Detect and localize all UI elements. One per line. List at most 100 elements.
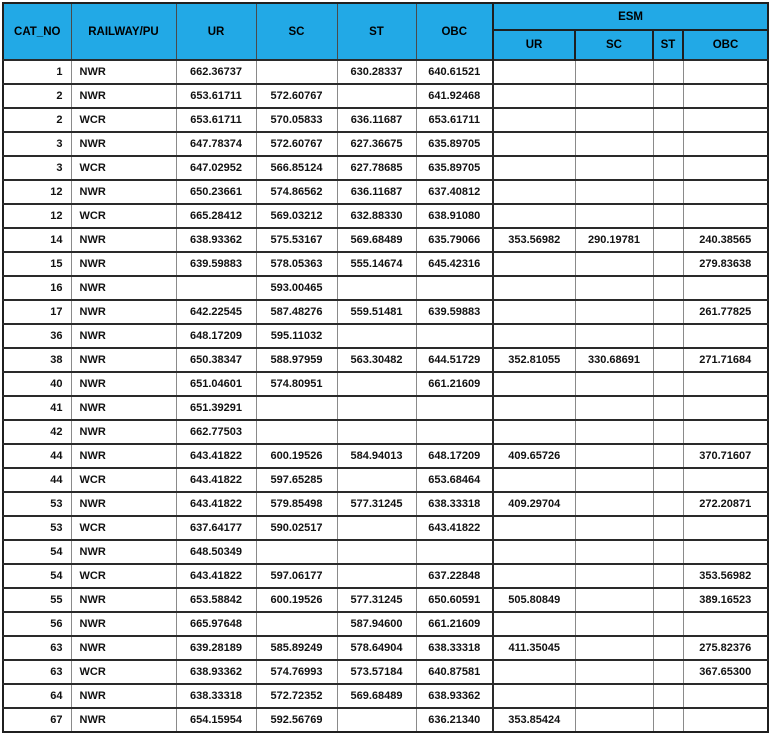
cell-st: 636.11687 (336, 179, 416, 204)
cell-railway-pu: NWR (70, 587, 176, 612)
cell-st: 636.11687 (336, 107, 416, 132)
cell-st (336, 371, 416, 396)
cell-cat-no: 38 (3, 347, 71, 372)
cell-esm-sc (574, 515, 653, 540)
cell-esm-st (652, 131, 683, 156)
table-row: 44 NWR 643.41822 600.19526 584.94013 648.1720… (3, 443, 769, 468)
cell-railway-pu: NWR (70, 707, 176, 732)
cell-esm-st (652, 491, 683, 516)
cell-esm-obc (682, 323, 769, 348)
cell-ur: 638.33318 (175, 683, 256, 708)
header-obc: OBC (415, 3, 493, 60)
table-header: CAT_NO RAILWAY/PU UR SC ST OBC ESM UR SC… (2, 3, 769, 60)
cell-ur: 638.93362 (175, 227, 256, 252)
cell-esm-obc (682, 59, 769, 84)
cell-esm-ur (492, 131, 575, 156)
cell-railway-pu: NWR (70, 347, 176, 372)
cell-st: 584.94013 (336, 443, 416, 468)
cell-st: 627.36675 (336, 131, 416, 156)
cell-esm-ur: 353.56982 (492, 227, 575, 252)
cell-ur: 653.61711 (175, 107, 256, 132)
cell-esm-obc: 240.38565 (682, 227, 769, 252)
cell-sc: 600.19526 (255, 587, 337, 612)
cell-railway-pu: NWR (70, 419, 176, 444)
cell-esm-st (652, 587, 683, 612)
cell-obc: 639.59883 (415, 299, 493, 324)
cell-st (336, 275, 416, 300)
header-esm-ur: UR (492, 30, 575, 60)
cell-esm-st (652, 59, 683, 84)
cell-cat-no: 12 (3, 203, 71, 228)
cell-esm-ur (492, 659, 575, 684)
cell-st (336, 539, 416, 564)
cell-st (336, 323, 416, 348)
cell-esm-obc (682, 515, 769, 540)
cell-railway-pu: NWR (70, 443, 176, 468)
cell-esm-sc (574, 275, 653, 300)
table-row: 1 NWR 662.36737 630.28337 640.61521 (3, 59, 769, 84)
cell-obc: 638.91080 (415, 203, 493, 228)
cell-esm-obc: 367.65300 (682, 659, 769, 684)
table-row: 67 NWR 654.15954 592.56769 636.21340 353.8542… (3, 707, 769, 732)
cell-st: 573.57184 (336, 659, 416, 684)
cell-railway-pu: NWR (70, 611, 176, 636)
cell-esm-ur (492, 59, 575, 84)
cell-obc: 645.42316 (415, 251, 493, 276)
cell-esm-obc: 279.83638 (682, 251, 769, 276)
cell-esm-st (652, 539, 683, 564)
cell-ur: 643.41822 (175, 467, 256, 492)
cell-esm-st (652, 635, 683, 660)
cell-sc: 579.85498 (255, 491, 337, 516)
cell-railway-pu: NWR (70, 83, 176, 108)
header-esm-obc: OBC (681, 30, 769, 60)
cell-ur: 648.17209 (175, 323, 256, 348)
header-st: ST (336, 3, 416, 60)
cell-cat-no: 3 (3, 155, 71, 180)
cell-esm-sc (574, 155, 653, 180)
cell-sc (255, 419, 337, 444)
cell-cat-no: 17 (3, 299, 71, 324)
cell-st: 569.68489 (336, 227, 416, 252)
cell-esm-st (652, 371, 683, 396)
cell-obc (415, 323, 493, 348)
cell-obc: 648.17209 (415, 443, 493, 468)
cell-esm-obc (682, 611, 769, 636)
cell-railway-pu: NWR (70, 251, 176, 276)
cell-esm-obc (682, 107, 769, 132)
cell-esm-ur: 409.65726 (492, 443, 575, 468)
cell-st: 577.31245 (336, 587, 416, 612)
cell-esm-sc (574, 659, 653, 684)
table-row: 63 NWR 639.28189 585.89249 578.64904 638.3331… (3, 635, 769, 660)
cell-esm-sc (574, 443, 653, 468)
cell-obc: 661.21609 (415, 371, 493, 396)
cell-obc: 650.60591 (415, 587, 493, 612)
cell-esm-ur (492, 323, 575, 348)
cell-esm-sc (574, 563, 653, 588)
cell-cat-no: 63 (3, 659, 71, 684)
cell-esm-obc (682, 371, 769, 396)
cell-esm-st (652, 179, 683, 204)
cell-railway-pu: NWR (70, 635, 176, 660)
cell-esm-ur (492, 83, 575, 108)
cell-obc: 635.89705 (415, 131, 493, 156)
cell-sc (255, 59, 337, 84)
cell-esm-obc: 261.77825 (682, 299, 769, 324)
cell-sc: 566.85124 (255, 155, 337, 180)
cell-railway-pu: NWR (70, 299, 176, 324)
table-body: 1 NWR 662.36737 630.28337 640.61521 2 NWR 653.6… (3, 59, 769, 732)
cell-railway-pu: WCR (70, 155, 176, 180)
cell-esm-sc (574, 587, 653, 612)
cell-railway-pu: NWR (70, 131, 176, 156)
cell-esm-sc (574, 83, 653, 108)
cell-st: 632.88330 (336, 203, 416, 228)
cell-esm-sc (574, 635, 653, 660)
cell-esm-obc: 353.56982 (682, 563, 769, 588)
cell-esm-st (652, 227, 683, 252)
cell-st (336, 515, 416, 540)
cell-esm-sc: 330.68691 (574, 347, 653, 372)
cell-esm-ur (492, 107, 575, 132)
cell-esm-sc (574, 323, 653, 348)
cell-railway-pu: WCR (70, 467, 176, 492)
cell-esm-sc (574, 683, 653, 708)
cell-esm-ur (492, 539, 575, 564)
